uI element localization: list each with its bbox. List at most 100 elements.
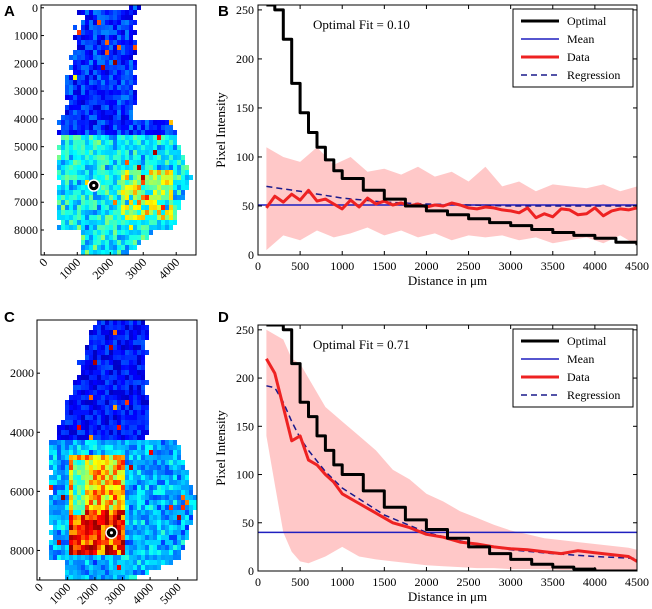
heatmap-cell [129, 340, 133, 345]
heatmap-cell [133, 485, 137, 490]
heatmap-cell [73, 465, 77, 470]
heatmap-cell [165, 480, 169, 485]
heatmap-cell [113, 210, 117, 215]
heatmap-cell [177, 455, 181, 460]
heatmap-cell [177, 165, 181, 170]
heatmap-cell [149, 230, 153, 235]
heatmap-cell [109, 340, 113, 345]
heatmap-cell [89, 160, 93, 165]
heatmap-cell [105, 400, 109, 405]
heatmap-cell [173, 145, 177, 150]
heatmap-cell [109, 345, 113, 350]
heatmap-cell [141, 220, 145, 225]
heatmap-cell [113, 525, 117, 530]
heatmap-cell [53, 500, 57, 505]
heatmap-cell [85, 110, 89, 115]
heatmap-cell [125, 20, 129, 25]
heatmap-cell [61, 420, 65, 425]
heatmap-cell [177, 145, 181, 150]
heatmap-cell [89, 340, 93, 345]
heatmap-cell [61, 515, 65, 520]
heatmap-cell [145, 220, 149, 225]
heatmap-cell [117, 175, 121, 180]
heatmap-cell [81, 440, 85, 445]
heatmap-cell [101, 395, 105, 400]
heatmap-cell [121, 520, 125, 525]
heatmap-cell [61, 445, 65, 450]
heatmap-cell [109, 120, 113, 125]
heatmap-cell [133, 5, 137, 10]
heatmap-cell [113, 500, 117, 505]
heatmap-cell [89, 470, 93, 475]
heatmap-cell [117, 545, 121, 550]
heatmap-cell [93, 75, 97, 80]
heatmap-cell [81, 20, 85, 25]
heatmap-cell [61, 140, 65, 145]
heatmap-cell [149, 450, 153, 455]
heatmap-cell [77, 145, 81, 150]
heatmap-cell [109, 60, 113, 65]
heatmap-cell [81, 570, 85, 575]
heatmap-cell [121, 50, 125, 55]
heatmap-cell [109, 355, 113, 360]
heatmap-cell [117, 365, 121, 370]
heatmap-cell [89, 110, 93, 115]
heatmap-cell [169, 500, 173, 505]
heatmap-cell [113, 85, 117, 90]
heatmap-cell [93, 240, 97, 245]
heatmap-cell [109, 240, 113, 245]
heatmap-cell [125, 75, 129, 80]
heatmap-cell [181, 500, 185, 505]
heatmap-cell [105, 505, 109, 510]
heatmap-cell [113, 95, 117, 100]
heatmap-cell [121, 175, 125, 180]
heatmap-cell [117, 375, 121, 380]
heatmap-cell [81, 65, 85, 70]
heatmap-cell [65, 480, 69, 485]
heatmap-cell [133, 390, 137, 395]
heatmap-cell [113, 460, 117, 465]
heatmap-cell [121, 230, 125, 235]
heatmap-cell [105, 210, 109, 215]
heatmap-cell [85, 160, 89, 165]
heatmap-cell [77, 60, 81, 65]
heatmap-cell [161, 475, 165, 480]
heatmap-cell [129, 480, 133, 485]
heatmap-cell [113, 515, 117, 520]
heatmap-cell [77, 205, 81, 210]
y-tick-label: 4000 [10, 425, 34, 439]
heatmap-cell [141, 120, 145, 125]
heatmap-cell [89, 95, 93, 100]
heatmap-cell [137, 475, 141, 480]
heatmap-cell [73, 475, 77, 480]
panel-label-a: A [4, 3, 15, 20]
heatmap-cell [145, 335, 149, 340]
heatmap-cell [133, 440, 137, 445]
heatmap-cell [125, 150, 129, 155]
heatmap-cell [109, 105, 113, 110]
heatmap-cell [101, 475, 105, 480]
heatmap-cell [85, 225, 89, 230]
heatmap-cell [85, 100, 89, 105]
heatmap-cell [173, 450, 177, 455]
heatmap-cell [157, 445, 161, 450]
heatmap-cell [133, 60, 137, 65]
heatmap-cell [125, 125, 129, 130]
heatmap-cell [69, 505, 73, 510]
heatmap-cell [141, 495, 145, 500]
heatmap-cell [113, 15, 117, 20]
heatmap-cell [93, 355, 97, 360]
heatmap-cell [81, 545, 85, 550]
heatmap-cell [153, 145, 157, 150]
heatmap-cell [105, 150, 109, 155]
heatmap-cell [165, 440, 169, 445]
heatmap-cell [113, 485, 117, 490]
heatmap-cell [101, 470, 105, 475]
heatmap-cell [113, 340, 117, 345]
plot-frame [257, 4, 638, 256]
heatmap-cell [89, 335, 93, 340]
heatmap-cell [117, 170, 121, 175]
heatmap-cell [49, 445, 53, 450]
heatmap-cell [109, 575, 113, 580]
heatmap-cell [157, 465, 161, 470]
